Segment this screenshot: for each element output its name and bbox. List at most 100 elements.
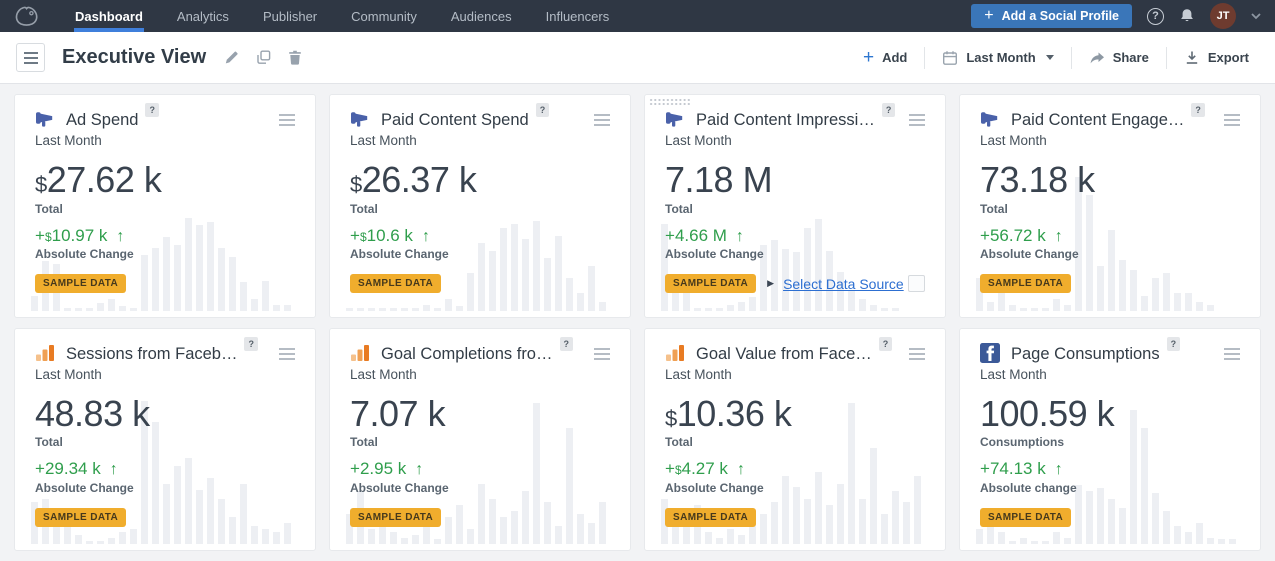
metric-value-row: $26.37 k [350, 161, 610, 199]
change-amount: 10.97 k [52, 226, 108, 245]
add-social-profile-label: Add a Social Profile [1002, 9, 1119, 23]
notifications-bell-icon[interactable] [1179, 8, 1195, 24]
metric-card: Sessions from Faceb… ? Last Month 48.83 … [14, 328, 316, 552]
sample-data-badge: SAMPLE DATA [350, 508, 441, 527]
help-badge[interactable]: ? [560, 337, 574, 351]
card-menu-button[interactable] [1224, 109, 1240, 126]
duplicate-icon[interactable] [256, 50, 271, 65]
nav-item-community[interactable]: Community [334, 0, 434, 32]
value-currency: $ [35, 172, 47, 197]
value-label: Total [665, 435, 925, 449]
calendar-icon [942, 50, 958, 66]
help-badge[interactable]: ? [882, 103, 896, 117]
card-value: 7.18 M [665, 159, 772, 200]
help-icon[interactable]: ? [1147, 8, 1164, 25]
edit-pencil-icon[interactable] [224, 50, 239, 65]
select-data-source-link[interactable]: Select Data Source [783, 276, 904, 292]
date-range-label: Last Month [966, 50, 1035, 65]
change-amount: 29.34 k [45, 459, 101, 478]
card-menu-button[interactable] [594, 343, 610, 360]
sample-data-badge: SAMPLE DATA [980, 508, 1071, 527]
value-label: Total [980, 202, 1240, 216]
card-menu-button[interactable] [594, 109, 610, 126]
export-label: Export [1208, 50, 1249, 65]
megaphone-icon [35, 109, 55, 129]
dashboard-menu-button[interactable] [16, 43, 45, 72]
nav-item-dashboard[interactable]: Dashboard [58, 0, 160, 32]
metric-change-row: +4.66 M↑ [665, 227, 925, 246]
add-social-profile-button[interactable]: + Add a Social Profile [971, 4, 1132, 28]
share-button[interactable]: Share [1089, 50, 1149, 65]
badge-row: SAMPLE DATA [980, 274, 1240, 293]
metric-change-row: +2.95 k↑ [350, 460, 610, 479]
nav-items: DashboardAnalyticsPublisherCommunityAudi… [58, 0, 626, 32]
card-value: 100.59 k [980, 393, 1114, 434]
analytics-icon [350, 343, 370, 363]
plus-icon: + [863, 48, 874, 67]
nav-item-audiences[interactable]: Audiences [434, 0, 529, 32]
card-menu-button[interactable] [279, 343, 295, 360]
up-arrow-icon: ↑ [116, 228, 124, 245]
card-title: Paid Content Engage… [1011, 109, 1184, 131]
add-report-button[interactable]: + Add [863, 48, 907, 67]
facebook-icon [980, 343, 1000, 363]
change-sign: + [350, 226, 360, 245]
help-badge[interactable]: ? [1167, 337, 1181, 351]
metric-change-row: +$10.97 k↑ [35, 227, 295, 246]
metric-change-row: +74.13 k↑ [980, 460, 1240, 479]
change-sign: + [35, 459, 45, 478]
change-amount: 4.27 k [682, 459, 728, 478]
card-title: Ad Spend [66, 109, 138, 131]
card-period: Last Month [35, 133, 295, 148]
card-menu-button[interactable] [279, 109, 295, 126]
metric-card: Page Consumptions ? Last Month 100.59 k … [959, 328, 1261, 552]
drag-handle[interactable] [649, 98, 691, 106]
card-title: Page Consumptions [1011, 343, 1160, 365]
card-value: 26.37 k [362, 159, 477, 200]
plus-icon: + [984, 8, 993, 24]
change-label: Absolute Change [350, 481, 610, 495]
delete-trash-icon[interactable] [288, 50, 302, 65]
download-icon [1184, 50, 1200, 65]
card-value: 48.83 k [35, 393, 150, 434]
avatar[interactable]: JT [1210, 3, 1236, 29]
metric-value-row: 73.18 k [980, 161, 1240, 199]
help-badge[interactable]: ? [1191, 103, 1205, 117]
export-button[interactable]: Export [1184, 50, 1249, 65]
metric-change-row: +$10.6 k↑ [350, 227, 610, 246]
caret-right-icon[interactable]: ▶ [767, 278, 774, 289]
card-title: Goal Value from Face… [696, 343, 872, 365]
owl-logo-icon[interactable] [10, 4, 44, 28]
card-menu-button[interactable] [1224, 343, 1240, 360]
metric-change-row: +$4.27 k↑ [665, 460, 925, 479]
toolbar-divider [924, 47, 925, 69]
change-sign: + [35, 226, 45, 245]
chevron-down-icon[interactable] [1251, 12, 1261, 20]
change-label: Absolute change [980, 481, 1240, 495]
help-badge[interactable]: ? [244, 337, 258, 351]
badge-row: SAMPLE DATA ▶ Select Data Source [665, 274, 925, 293]
help-badge[interactable]: ? [879, 337, 893, 351]
card-period: Last Month [980, 133, 1240, 148]
date-range-selector[interactable]: Last Month [942, 50, 1053, 66]
up-arrow-icon: ↑ [110, 461, 118, 478]
help-badge[interactable]: ? [145, 103, 159, 117]
nav-item-publisher[interactable]: Publisher [246, 0, 334, 32]
change-amount: 74.13 k [990, 459, 1046, 478]
help-badge[interactable]: ? [536, 103, 550, 117]
caret-down-icon [1046, 55, 1054, 60]
data-source-checkbox[interactable] [908, 275, 925, 292]
up-arrow-icon: ↑ [736, 228, 744, 245]
sample-data-badge: SAMPLE DATA [35, 508, 126, 527]
nav-item-analytics[interactable]: Analytics [160, 0, 246, 32]
value-label: Consumptions [980, 435, 1240, 449]
badge-row: SAMPLE DATA [980, 508, 1240, 527]
metric-card: Paid Content Impressi… ? Last Month 7.18… [644, 94, 946, 318]
card-menu-button[interactable] [909, 109, 925, 126]
megaphone-icon [350, 109, 370, 129]
card-value: 7.07 k [350, 393, 445, 434]
card-menu-button[interactable] [909, 343, 925, 360]
nav-item-influencers[interactable]: Influencers [529, 0, 627, 32]
analytics-icon [665, 343, 685, 363]
change-currency: $ [675, 463, 682, 477]
